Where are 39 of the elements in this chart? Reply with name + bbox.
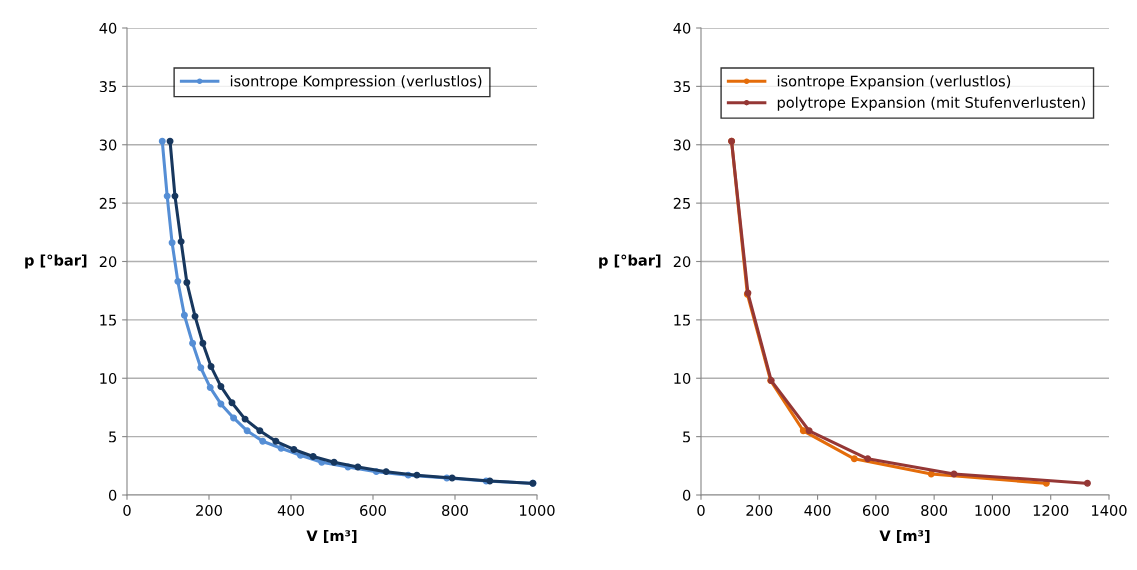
y-tick-label: 0	[108, 489, 117, 501]
x-tick-label: 600	[862, 504, 889, 517]
x-tick-label: 0	[697, 504, 705, 517]
y-tick-label: 10	[100, 372, 117, 384]
y-tick-label: 20	[673, 256, 691, 268]
x-tick-label: 1200	[1033, 504, 1069, 517]
y-tick-label: 20	[99, 256, 117, 268]
x-tick-label: 200	[196, 504, 222, 517]
y-tick-label: 5	[683, 431, 690, 443]
x-axis-title: V [m³]	[879, 529, 930, 543]
y-tick-label: 25	[99, 197, 116, 209]
y-tick-label: 30	[673, 139, 691, 151]
legend-label: polytrope Expansion (mit Stufenverlusten)	[777, 96, 1085, 111]
y-tick-label: 0	[682, 489, 691, 501]
legend-label: isontrope Expansion (verlustlos)	[777, 75, 1011, 90]
y-tick-label: 35	[673, 81, 690, 93]
y-axis-title: p [°bar]	[599, 254, 661, 269]
x-tick-label: 1000	[520, 504, 555, 517]
legend-label: isontrope Kompression (verlustlos)	[230, 75, 482, 90]
y-tick-label: 35	[99, 81, 116, 93]
x-tick-label: 1400	[1092, 504, 1127, 517]
y-tick-label: 30	[99, 139, 117, 151]
y-tick-label: 15	[674, 314, 690, 326]
x-tick-label: 1000	[975, 504, 1011, 517]
x-tick-label: 800	[921, 504, 948, 517]
x-tick-label: 400	[804, 504, 831, 517]
y-tick-label: 40	[673, 22, 691, 34]
x-tick-label: 400	[277, 504, 304, 517]
x-tick-label: 600	[360, 504, 386, 517]
y-tick-label: 10	[674, 372, 691, 384]
x-axis-title: V [m³]	[306, 529, 357, 543]
y-axis-title: p [°bar]	[25, 254, 87, 269]
y-tick-label: 5	[109, 431, 116, 443]
x-tick-label: 200	[746, 504, 773, 517]
y-tick-label: 25	[673, 197, 690, 209]
y-tick-label: 15	[100, 314, 116, 326]
x-tick-label: 0	[123, 504, 131, 517]
y-tick-label: 40	[99, 22, 117, 34]
x-tick-label: 800	[442, 504, 468, 517]
